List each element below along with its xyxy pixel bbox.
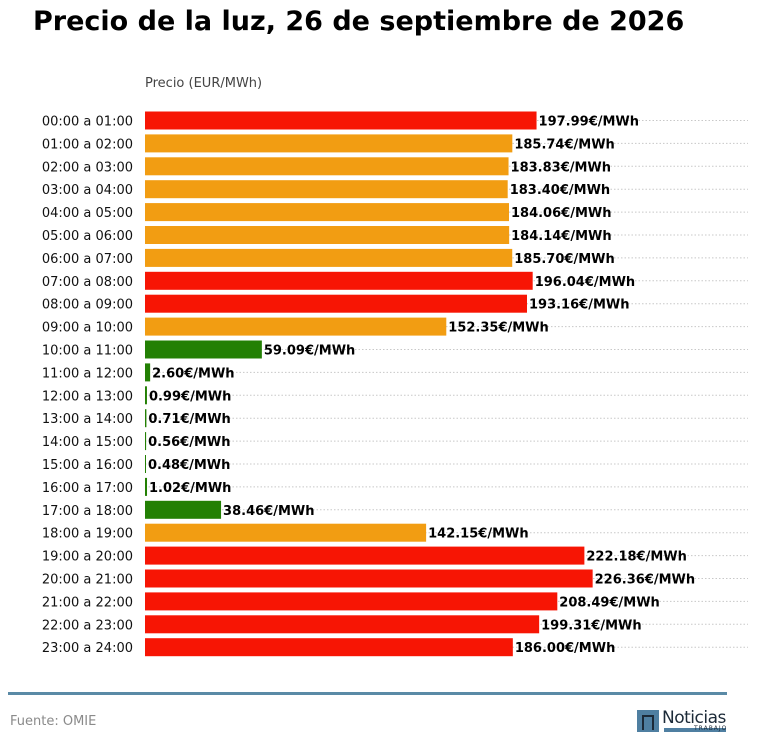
data-label: 222.18€/MWh [586,550,687,565]
category-label: 10:00 a 11:00 [42,344,133,359]
category-label: 13:00 a 14:00 [42,412,133,427]
bar [145,111,537,130]
category-label: 09:00 a 10:00 [42,321,133,336]
bar [145,569,593,588]
footer-divider [8,692,727,695]
data-label: 197.99€/MWh [539,115,640,130]
bar [145,615,540,634]
data-label: 2.60€/MWh [152,366,234,381]
bar [145,226,510,244]
category-label: 00:00 a 01:00 [42,115,133,130]
data-label: 152.35€/MWh [448,321,549,336]
bar [145,500,222,519]
data-label: 0.71€/MWh [148,412,230,427]
bar [145,386,147,405]
category-label: 15:00 a 16:00 [42,458,133,473]
data-label: 0.56€/MWh [148,435,230,450]
data-label: 199.31€/MWh [541,618,642,633]
logo-name: Noticias [662,708,726,728]
category-label: 03:00 a 04:00 [42,183,133,198]
data-label: 0.99€/MWh [149,389,231,404]
data-label: 184.14€/MWh [511,229,612,244]
category-label: 01:00 a 02:00 [42,137,133,152]
data-label: 183.83€/MWh [511,160,612,175]
logo-mark-icon [637,710,659,732]
category-label: 18:00 a 19:00 [42,527,133,542]
category-label: 17:00 a 18:00 [42,504,133,519]
bar [145,248,513,267]
bar [145,409,147,428]
source-note: Fuente: OMIE [10,714,97,729]
bar [145,203,509,222]
bar [145,363,151,382]
logo-subtitle: TRABAJO [694,725,728,732]
category-label: 22:00 a 23:00 [42,618,133,633]
category-label: 20:00 a 21:00 [42,573,133,588]
data-label: 186.00€/MWh [515,641,616,656]
bar [145,523,427,542]
data-label: 38.46€/MWh [223,504,314,519]
bar [145,294,527,313]
bar [145,134,513,153]
axis-label: Precio (EUR/MWh) [145,76,262,91]
category-label: 21:00 a 22:00 [42,595,133,610]
bar [145,157,509,176]
bar [145,455,146,473]
category-label: 11:00 a 12:00 [42,366,133,381]
category-label: 19:00 a 20:00 [42,550,133,565]
category-label: 07:00 a 08:00 [42,275,133,290]
bar [145,180,508,199]
bar [145,546,585,565]
data-label: 184.06€/MWh [511,206,612,221]
data-label: 185.70€/MWh [514,252,615,267]
chart-title: Precio de la luz, 26 de septiembre de 20… [33,6,685,37]
category-label: 04:00 a 05:00 [42,206,133,221]
bar [145,317,447,336]
category-label: 06:00 a 07:00 [42,252,133,267]
category-label: 14:00 a 15:00 [42,435,133,450]
data-label: 193.16€/MWh [529,298,630,313]
data-label: 185.74€/MWh [514,137,615,152]
category-label: 08:00 a 09:00 [42,298,133,313]
data-label: 226.36€/MWh [595,573,696,588]
category-label: 23:00 a 24:00 [42,641,133,656]
category-label: 05:00 a 06:00 [42,229,133,244]
data-label: 208.49€/MWh [559,595,660,610]
publisher-logo: Noticias TRABAJO [637,708,737,734]
data-label: 196.04€/MWh [535,275,636,290]
data-label: 183.40€/MWh [510,183,611,198]
data-label: 142.15€/MWh [428,527,529,542]
category-label: 12:00 a 13:00 [42,389,133,404]
data-label: 1.02€/MWh [149,481,231,496]
bar [145,638,513,657]
category-label: 16:00 a 17:00 [42,481,133,496]
category-label: 02:00 a 03:00 [42,160,133,175]
logo-underline [664,728,726,732]
bar [145,432,147,451]
bar [145,271,533,290]
bar-chart: Precio (EUR/MWh) 00:00 a 01:00 197.99€/MW… [42,76,748,657]
data-label: 0.48€/MWh [148,458,230,473]
bar [145,340,262,359]
bar [145,477,148,496]
bar [145,592,558,611]
data-label: 59.09€/MWh [264,344,355,359]
